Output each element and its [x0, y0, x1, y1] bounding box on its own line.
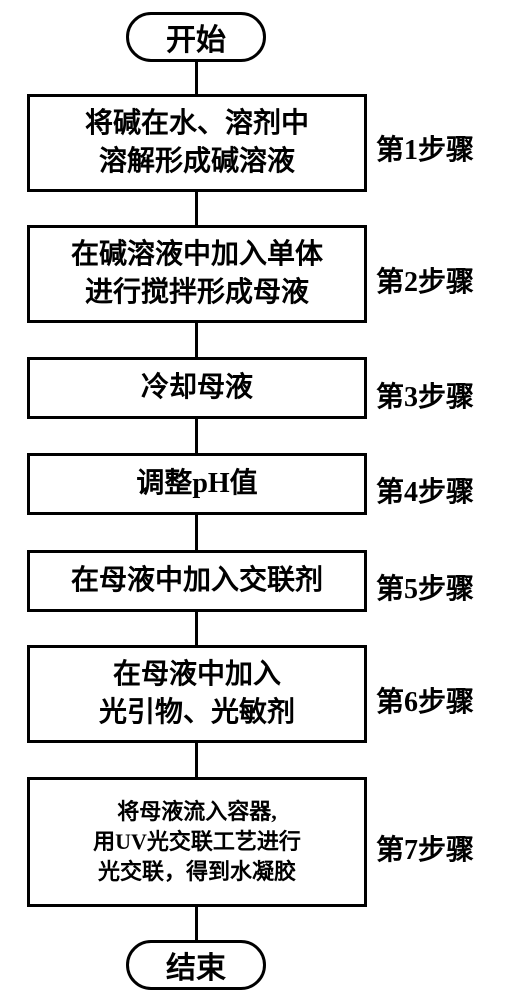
step-text: 在母液中加入: [113, 659, 281, 690]
step-text: 用UV光交联工艺进行: [93, 829, 301, 854]
step-text: 在母液中加入交联剂: [71, 562, 323, 600]
step-text: 将碱在水、溶剂中: [85, 108, 309, 139]
step-label-4: 第4步骤: [376, 470, 474, 510]
connector: [195, 515, 198, 550]
connector: [195, 743, 198, 777]
step-text: 在碱溶液中加入单体: [71, 239, 323, 270]
process-step-1: 将碱在水、溶剂中 溶解形成碱溶液: [27, 94, 367, 192]
process-step-4: 调整pH值: [27, 453, 367, 515]
connector: [195, 907, 198, 940]
process-step-2: 在碱溶液中加入单体 进行搅拌形成母液: [27, 225, 367, 323]
step-label-3: 第3步骤: [376, 375, 474, 415]
step-text: 溶解形成碱溶液: [99, 146, 295, 177]
step-text: 调整pH值: [136, 465, 257, 503]
step-text: 进行搅拌形成母液: [85, 277, 309, 308]
connector: [195, 192, 198, 225]
step-label-6: 第6步骤: [376, 680, 474, 720]
step-text: 光引物、光敏剂: [99, 697, 295, 728]
step-text: 光交联，得到水凝胶: [98, 859, 296, 884]
process-step-5: 在母液中加入交联剂: [27, 550, 367, 612]
connector: [195, 62, 198, 94]
connector: [195, 419, 198, 453]
process-step-6: 在母液中加入 光引物、光敏剂: [27, 645, 367, 743]
start-label: 开始: [166, 15, 226, 59]
flowchart-canvas: 开始 将碱在水、溶剂中 溶解形成碱溶液 在碱溶液中加入单体 进行搅拌形成母液 冷…: [0, 0, 529, 1000]
connector: [195, 612, 198, 645]
step-label-7: 第7步骤: [376, 828, 474, 868]
step-label-1: 第1步骤: [376, 128, 474, 168]
process-step-7: 将母液流入容器, 用UV光交联工艺进行 光交联，得到水凝胶: [27, 777, 367, 907]
end-label: 结束: [166, 943, 226, 987]
connector: [195, 323, 198, 357]
step-label-5: 第5步骤: [376, 567, 474, 607]
step-label-2: 第2步骤: [376, 260, 474, 300]
step-text: 冷却母液: [141, 369, 253, 407]
end-terminal: 结束: [126, 940, 266, 990]
process-step-3: 冷却母液: [27, 357, 367, 419]
start-terminal: 开始: [126, 12, 266, 62]
step-text: 将母液流入容器,: [117, 799, 277, 824]
